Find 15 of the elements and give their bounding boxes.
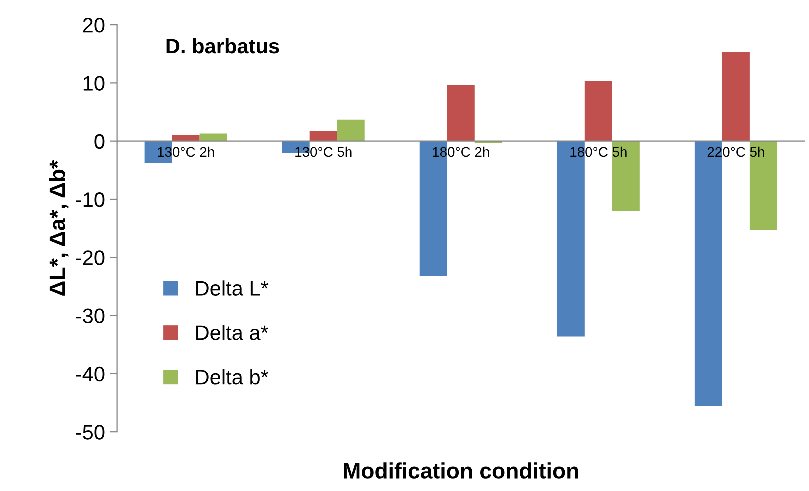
y-tick-label: -10	[76, 192, 105, 208]
x-tick-label: 130°C 5h	[296, 146, 352, 158]
y-tick-label: -40	[76, 366, 105, 382]
y-tick-label: -20	[76, 250, 105, 266]
y-tick-label: -30	[76, 308, 105, 324]
legend-label: Delta a*	[196, 325, 269, 340]
text: D. barbatus	[166, 38, 280, 54]
x-axis-title: Modification condition	[344, 462, 578, 479]
legend-label: Delta L*	[196, 280, 269, 296]
y-tick-label: -50	[76, 425, 105, 440]
y-tick-label: 0	[94, 134, 105, 150]
legend-label: Delta b*	[196, 369, 269, 385]
y-tick-label: 10	[84, 76, 105, 91]
y-tick-label: 20	[83, 18, 105, 33]
y-axis-title: ΔL*, Δa*, Δb*	[49, 160, 69, 296]
